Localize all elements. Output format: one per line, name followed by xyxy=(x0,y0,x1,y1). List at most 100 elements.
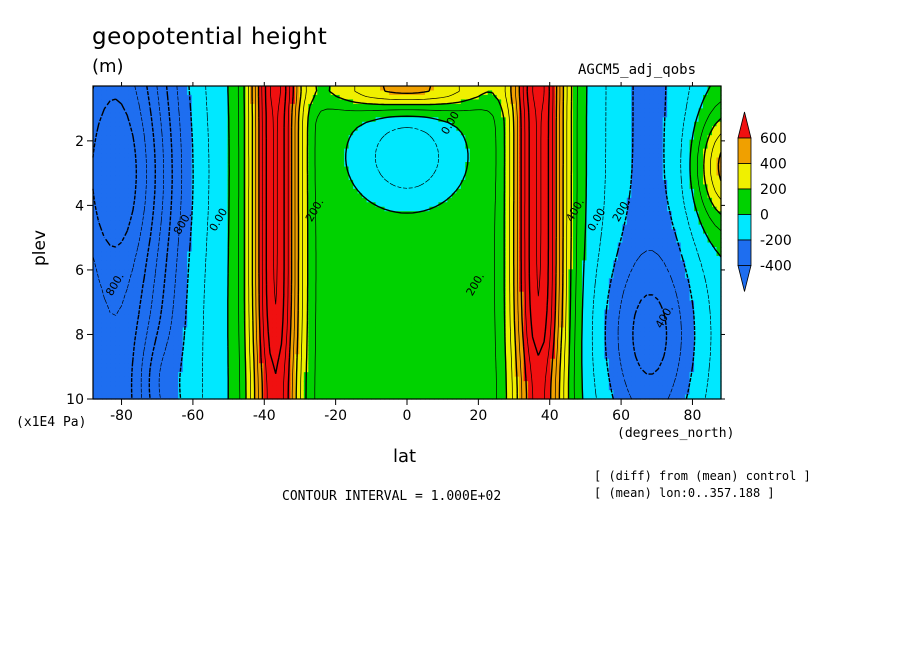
field-cell xyxy=(241,256,246,261)
field-cell xyxy=(376,131,381,136)
field-cell xyxy=(219,363,224,368)
field-cell xyxy=(385,332,390,337)
field-cell xyxy=(183,153,188,158)
field-cell xyxy=(389,149,394,154)
field-cell xyxy=(295,149,300,154)
field-cell xyxy=(214,310,219,315)
field-cell xyxy=(210,310,215,315)
field-cell xyxy=(403,238,408,243)
field-cell xyxy=(124,354,129,359)
field-cell xyxy=(259,386,264,391)
field-cell xyxy=(340,220,345,225)
field-cell xyxy=(367,368,372,373)
field-cell xyxy=(376,216,381,221)
field-cell xyxy=(111,104,116,109)
field-cell xyxy=(165,292,170,297)
field-cell xyxy=(358,283,363,288)
field-cell xyxy=(138,216,143,221)
field-cell xyxy=(344,327,349,332)
field-cell xyxy=(335,251,340,256)
field-cell xyxy=(389,345,394,350)
field-cell xyxy=(349,323,354,328)
field-cell xyxy=(115,247,120,252)
field-cell xyxy=(299,229,304,234)
field-cell xyxy=(367,207,372,212)
field-cell xyxy=(160,211,165,216)
field-cell xyxy=(326,189,331,194)
field-cell xyxy=(407,234,412,239)
field-cell xyxy=(115,377,120,382)
field-cell xyxy=(389,319,394,324)
field-cell xyxy=(385,216,390,221)
field-cell xyxy=(259,99,264,104)
field-cell xyxy=(93,225,98,230)
field-cell xyxy=(277,90,282,95)
field-cell xyxy=(326,372,331,377)
field-cell xyxy=(295,189,300,194)
field-cell xyxy=(340,117,345,122)
field-cell xyxy=(331,86,336,91)
field-cell xyxy=(129,305,134,310)
field-cell xyxy=(403,310,408,315)
field-cell xyxy=(349,332,354,337)
field-cell xyxy=(219,198,224,203)
field-cell xyxy=(237,310,242,315)
field-cell xyxy=(353,113,358,118)
field-cell xyxy=(133,377,138,382)
field-cell xyxy=(223,108,228,113)
field-cell xyxy=(308,247,313,252)
field-cell xyxy=(268,189,273,194)
field-cell xyxy=(192,390,197,395)
field-cell xyxy=(133,122,138,127)
field-cell xyxy=(138,198,143,203)
field-cell xyxy=(362,296,367,301)
field-cell xyxy=(380,323,385,328)
field-cell xyxy=(174,158,179,163)
field-cell xyxy=(335,327,340,332)
field-cell xyxy=(376,296,381,301)
field-cell xyxy=(241,274,246,279)
field-cell xyxy=(290,345,295,350)
field-cell xyxy=(237,256,242,261)
field-cell xyxy=(120,140,125,145)
field-cell xyxy=(232,198,237,203)
field-cell xyxy=(299,126,304,131)
field-cell xyxy=(394,332,399,337)
field-cell xyxy=(241,234,246,239)
field-cell xyxy=(192,301,197,306)
field-cell xyxy=(353,260,358,265)
field-cell xyxy=(326,131,331,136)
field-cell xyxy=(367,180,372,185)
field-cell xyxy=(304,104,309,109)
field-cell xyxy=(277,265,282,270)
field-cell xyxy=(205,381,210,386)
field-cell xyxy=(93,319,98,324)
field-cell xyxy=(349,117,354,122)
field-cell xyxy=(299,166,304,171)
field-cell xyxy=(196,207,201,212)
field-cell xyxy=(138,86,143,91)
field-cell xyxy=(376,287,381,292)
field-cell xyxy=(165,310,170,315)
field-cell xyxy=(376,247,381,252)
field-cell xyxy=(124,211,129,216)
field-cell xyxy=(268,166,273,171)
field-cell xyxy=(259,269,264,274)
field-cell xyxy=(165,336,170,341)
field-cell xyxy=(376,377,381,382)
field-cell xyxy=(102,126,107,131)
field-cell xyxy=(178,86,183,91)
field-cell xyxy=(403,153,408,158)
field-cell xyxy=(201,180,206,185)
field-cell xyxy=(223,202,228,207)
field-cell xyxy=(254,372,259,377)
field-cell xyxy=(299,372,304,377)
field-cell xyxy=(201,265,206,270)
field-cell xyxy=(219,243,224,248)
field-cell xyxy=(380,166,385,171)
field-cell xyxy=(349,216,354,221)
field-cell xyxy=(394,310,399,315)
field-cell xyxy=(371,122,376,127)
field-cell xyxy=(308,117,313,122)
field-cell xyxy=(237,390,242,395)
